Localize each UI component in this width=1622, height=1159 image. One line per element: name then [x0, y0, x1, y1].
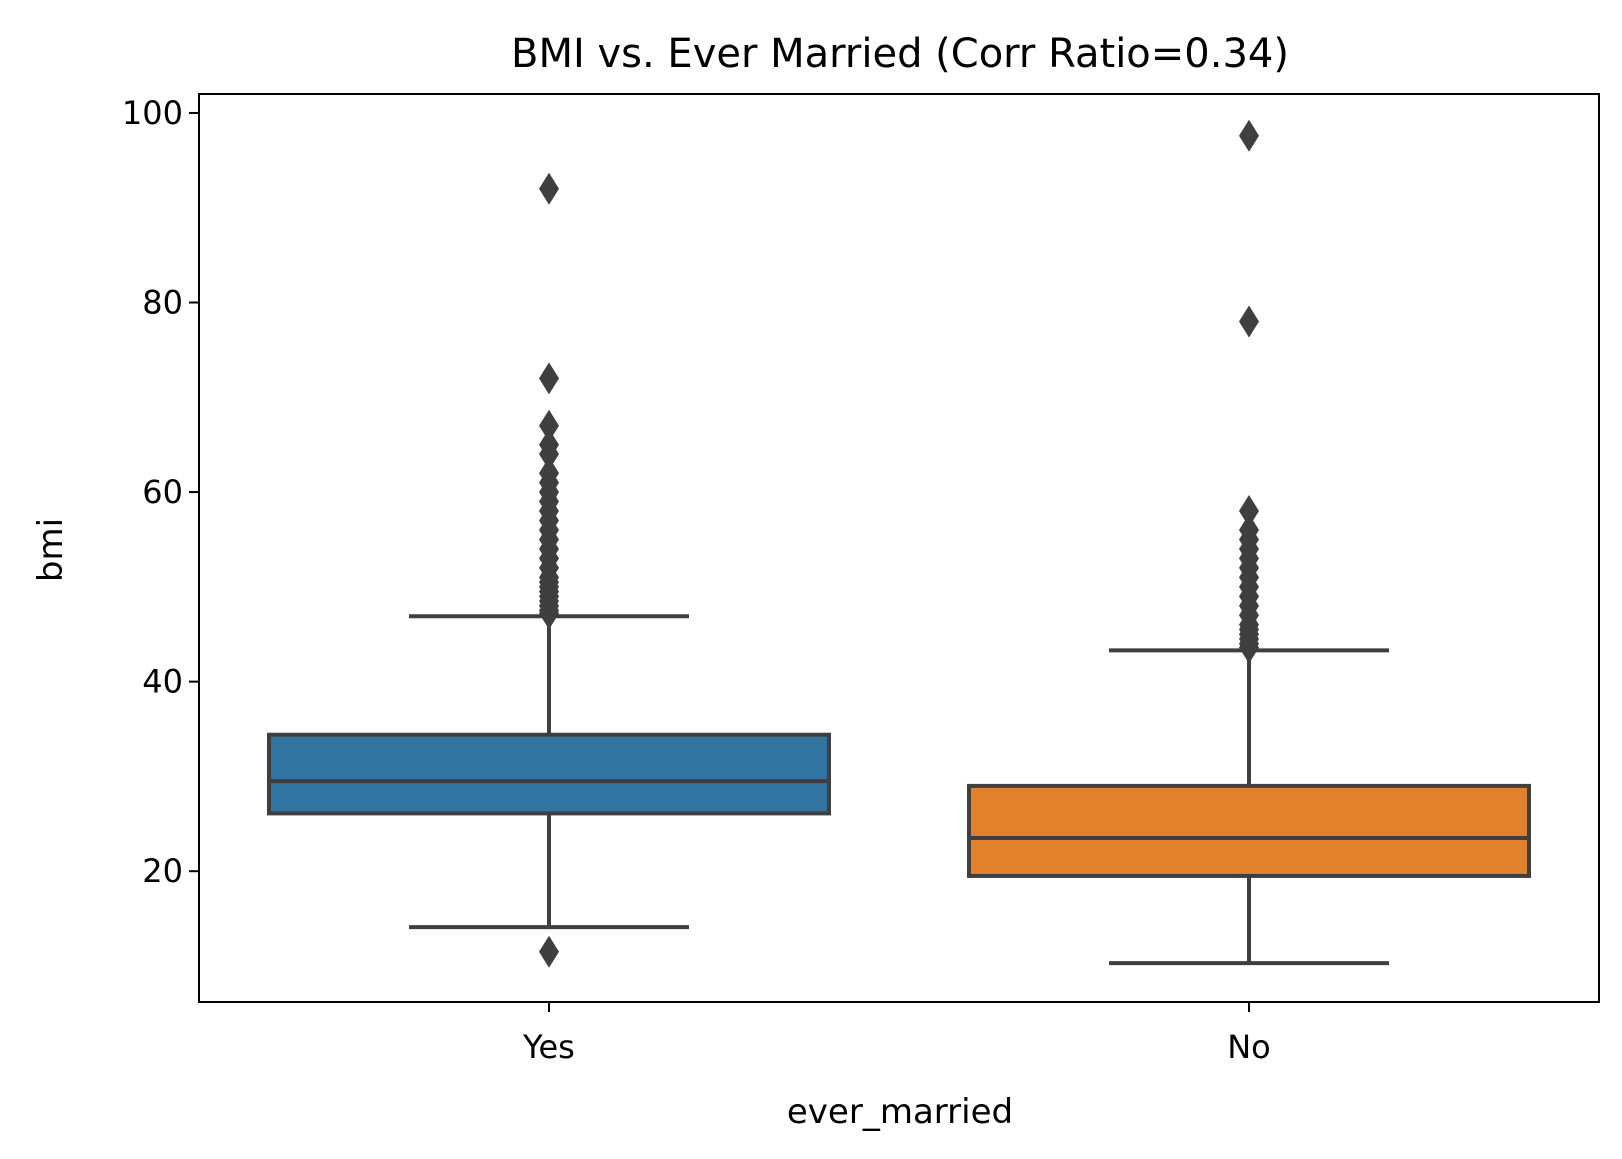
outlier-marker — [1239, 495, 1259, 528]
x-axis: Yes No — [522, 1002, 1271, 1066]
box-group-no — [967, 119, 1531, 966]
outlier-marker — [539, 409, 559, 442]
y-tick-label: 100 — [122, 94, 183, 132]
outlier-marker — [1239, 119, 1259, 152]
axes-frame — [198, 93, 1600, 1003]
y-tick-label: 80 — [142, 284, 183, 322]
iqr-box — [267, 732, 831, 816]
iqr-box — [967, 783, 1531, 878]
outlier-marker — [539, 362, 559, 395]
y-tick-label: 20 — [142, 852, 183, 890]
y-axis-label: bmi — [31, 518, 71, 582]
x-axis-label: ever_married — [787, 1092, 1013, 1132]
plot-area — [267, 119, 1531, 968]
outlier-marker — [539, 172, 559, 205]
box-group-yes — [267, 172, 831, 968]
outlier-marker — [1239, 305, 1259, 338]
x-tick-label: Yes — [522, 1028, 575, 1066]
chart-title: BMI vs. Ever Married (Corr Ratio=0.34) — [511, 31, 1289, 77]
x-tick-label: No — [1227, 1028, 1271, 1066]
outlier-marker — [1239, 631, 1259, 664]
outlier-marker — [539, 935, 559, 968]
y-tick-label: 60 — [142, 473, 183, 511]
y-axis: 20 40 60 80 100 — [122, 94, 199, 890]
y-tick-label: 40 — [142, 663, 183, 701]
outlier-marker — [539, 597, 559, 630]
outlier-marker — [539, 438, 559, 471]
